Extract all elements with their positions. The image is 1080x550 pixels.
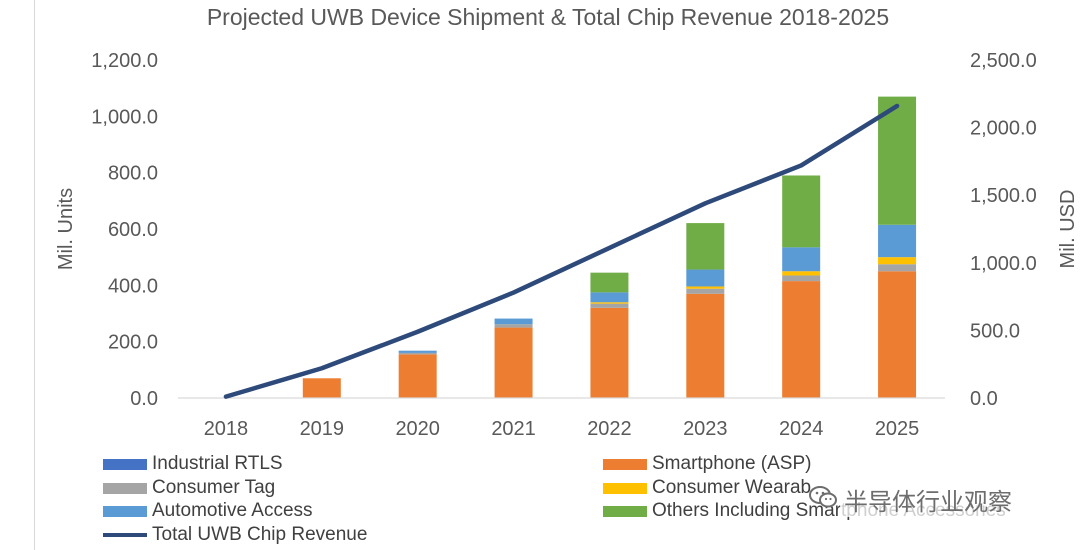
y-right-tick-label: 500.0 [970,320,1020,342]
revenue-line [223,103,900,399]
bar-segment-automotive-access [782,247,821,272]
y-left-tick-label: 400.0 [108,275,158,297]
bar-stacks [302,96,917,398]
y-right-tick-label: 1,500.0 [970,185,1037,207]
y-left-tick-label: 800.0 [108,163,158,185]
x-tick-label: 2025 [875,418,920,440]
y-left-tick-label: 0.0 [130,388,158,410]
x-axis: 2018 2019 2020 2021 2022 2023 2024 2025 [204,418,920,440]
x-tick-label: 2018 [204,418,249,440]
x-tick-label: 2020 [395,418,440,440]
bar-segment-others-including-smartphone-accessories [878,96,917,225]
y-axis-right: 0.0 500.0 1,000.0 1,500.0 2,000.0 2,500.0 [970,50,1037,410]
bar-segment-smartphone-asp- [782,281,821,398]
bar-segment-consumer-tag [494,324,533,328]
bar-segment-consumer-wearables [686,286,725,289]
page-left-border [34,0,35,550]
x-tick-label: 2019 [300,418,345,440]
x-tick-label: 2021 [491,418,536,440]
y-right-tick-label: 2,500.0 [970,50,1037,72]
y-left-tick-label: 600.0 [108,219,158,241]
bar-segment-consumer-wearables [782,271,821,276]
bar-segment-smartphone-asp- [494,327,533,398]
bar-segment-smartphone-asp- [686,293,725,398]
bar-segment-others-including-smartphone-accessories [590,272,629,293]
bar-segment-automotive-access [398,350,437,353]
bar-segment-automotive-access [686,269,725,287]
chart-title: Projected UWB Device Shipment & Total Ch… [207,4,889,30]
y-axis-left-label: Mil. Units [55,188,77,270]
bar-segment-smartphone-asp- [878,271,917,398]
x-tick-label: 2022 [587,418,632,440]
bar-segment-automotive-access [494,318,533,325]
y-left-tick-label: 1,200.0 [91,50,158,72]
bar-segment-consumer-tag [398,352,437,355]
revenue-line-group [223,103,900,399]
x-tick-label: 2024 [779,418,824,440]
bar-segment-consumer-tag [878,264,917,272]
bar-segment-automotive-access [590,292,629,303]
y-axis-right-label: Mil. USD [1057,190,1079,269]
y-right-tick-label: 1,000.0 [970,253,1037,275]
bar-segment-consumer-tag [782,275,821,282]
bar-segment-automotive-access [878,224,917,258]
y-left-tick-label: 1,000.0 [91,106,158,128]
y-right-tick-label: 0.0 [970,388,998,410]
bar-segment-smartphone-asp- [398,354,437,398]
y-left-tick-label: 200.0 [108,332,158,354]
bar-segment-others-including-smartphone-accessories [782,175,821,248]
bar-segment-consumer-wearables [590,302,629,304]
y-axis-left: 0.0 200.0 400.0 600.0 800.0 1,000.0 1,200.0 [91,50,158,410]
x-tick-label: 2023 [683,418,728,440]
bar-segment-others-including-smartphone-accessories [686,223,725,270]
bar-segment-smartphone-asp- [590,307,629,398]
bar-segment-consumer-wearables [878,257,917,265]
bar-segment-smartphone-asp- [302,378,341,398]
bar-segment-consumer-tag [590,303,629,308]
y-right-tick-label: 2,000.0 [970,118,1037,140]
bar-segment-consumer-tag [686,288,725,294]
